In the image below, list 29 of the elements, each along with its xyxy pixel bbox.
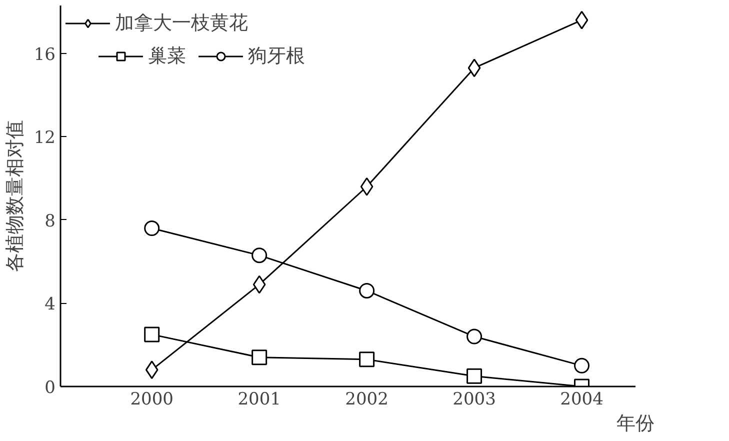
point	[252, 350, 268, 366]
y-tick-label: 16	[34, 44, 56, 65]
point	[359, 352, 375, 368]
point	[574, 358, 590, 374]
point	[360, 177, 374, 196]
point	[145, 360, 158, 380]
y-tick-label: 0	[44, 378, 56, 398]
point	[144, 326, 160, 342]
y-tick-label: 12	[34, 128, 56, 148]
x-tick-label: 2000	[130, 390, 174, 410]
y-axis-title: 各植物数量相对值	[4, 120, 26, 272]
x-tick-label: 2001	[238, 390, 281, 410]
y-tick-label: 4	[44, 294, 56, 315]
point	[575, 10, 588, 30]
point	[359, 282, 375, 298]
point	[144, 220, 160, 236]
point	[252, 248, 268, 264]
x-tick-label: 2002	[345, 390, 388, 410]
legend-label: 巢菜	[148, 44, 186, 69]
x-tick-label: 2004	[560, 390, 604, 410]
legend-label: 加拿大一枝黄花	[115, 11, 248, 36]
point	[466, 368, 482, 384]
point	[468, 58, 481, 78]
x-tick-label: 2003	[452, 390, 496, 410]
point	[466, 328, 482, 344]
point	[252, 275, 266, 294]
x-axis-title: 年份	[616, 412, 654, 434]
y-tick-label: 8	[44, 211, 56, 232]
legend-label: 狗牙根	[248, 44, 305, 69]
